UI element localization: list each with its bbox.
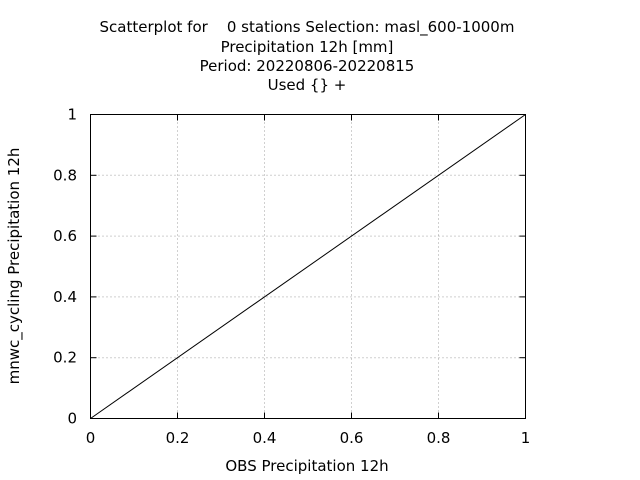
reference-line: [90, 114, 526, 419]
y-tick-label-0: 0: [67, 410, 77, 428]
y-tick-labels: 0 0.2 0.4 0.6 0.8 1: [53, 106, 77, 428]
y-tick-label-1: 0.2: [53, 349, 77, 367]
y-axis-label: mnwc_cycling Precipitation 12h: [5, 148, 24, 385]
y-tick-label-4: 0.8: [53, 166, 77, 184]
reference-line-group: [90, 114, 526, 419]
x-tick-label-4: 0.8: [427, 429, 451, 447]
x-axis-label: OBS Precipitation 12h: [225, 457, 388, 475]
x-tick-label-1: 0.2: [166, 429, 190, 447]
x-tick-label-3: 0.6: [340, 429, 364, 447]
title-line-3: Period: 20220806-20220815: [200, 57, 415, 75]
x-tick-label-5: 1: [521, 429, 531, 447]
title-line-2: Precipitation 12h [mm]: [221, 38, 394, 56]
x-tick-label-2: 0.4: [253, 429, 277, 447]
y-tick-label-3: 0.6: [53, 227, 77, 245]
x-tick-label-0: 0: [86, 429, 96, 447]
title-line-1: Scatterplot for 0 stations Selection: ma…: [100, 18, 515, 37]
grid: [90, 114, 526, 419]
x-tick-labels: 0 0.2 0.4 0.6 0.8 1: [86, 429, 531, 447]
y-tick-label-2: 0.4: [53, 288, 77, 306]
title-line-4: Used {} +: [268, 76, 347, 94]
plot-frame: [90, 114, 526, 419]
chart-title: Scatterplot for 0 stations Selection: ma…: [100, 18, 515, 94]
axis-ticks: [90, 114, 526, 419]
y-tick-label-5: 1: [67, 106, 77, 124]
